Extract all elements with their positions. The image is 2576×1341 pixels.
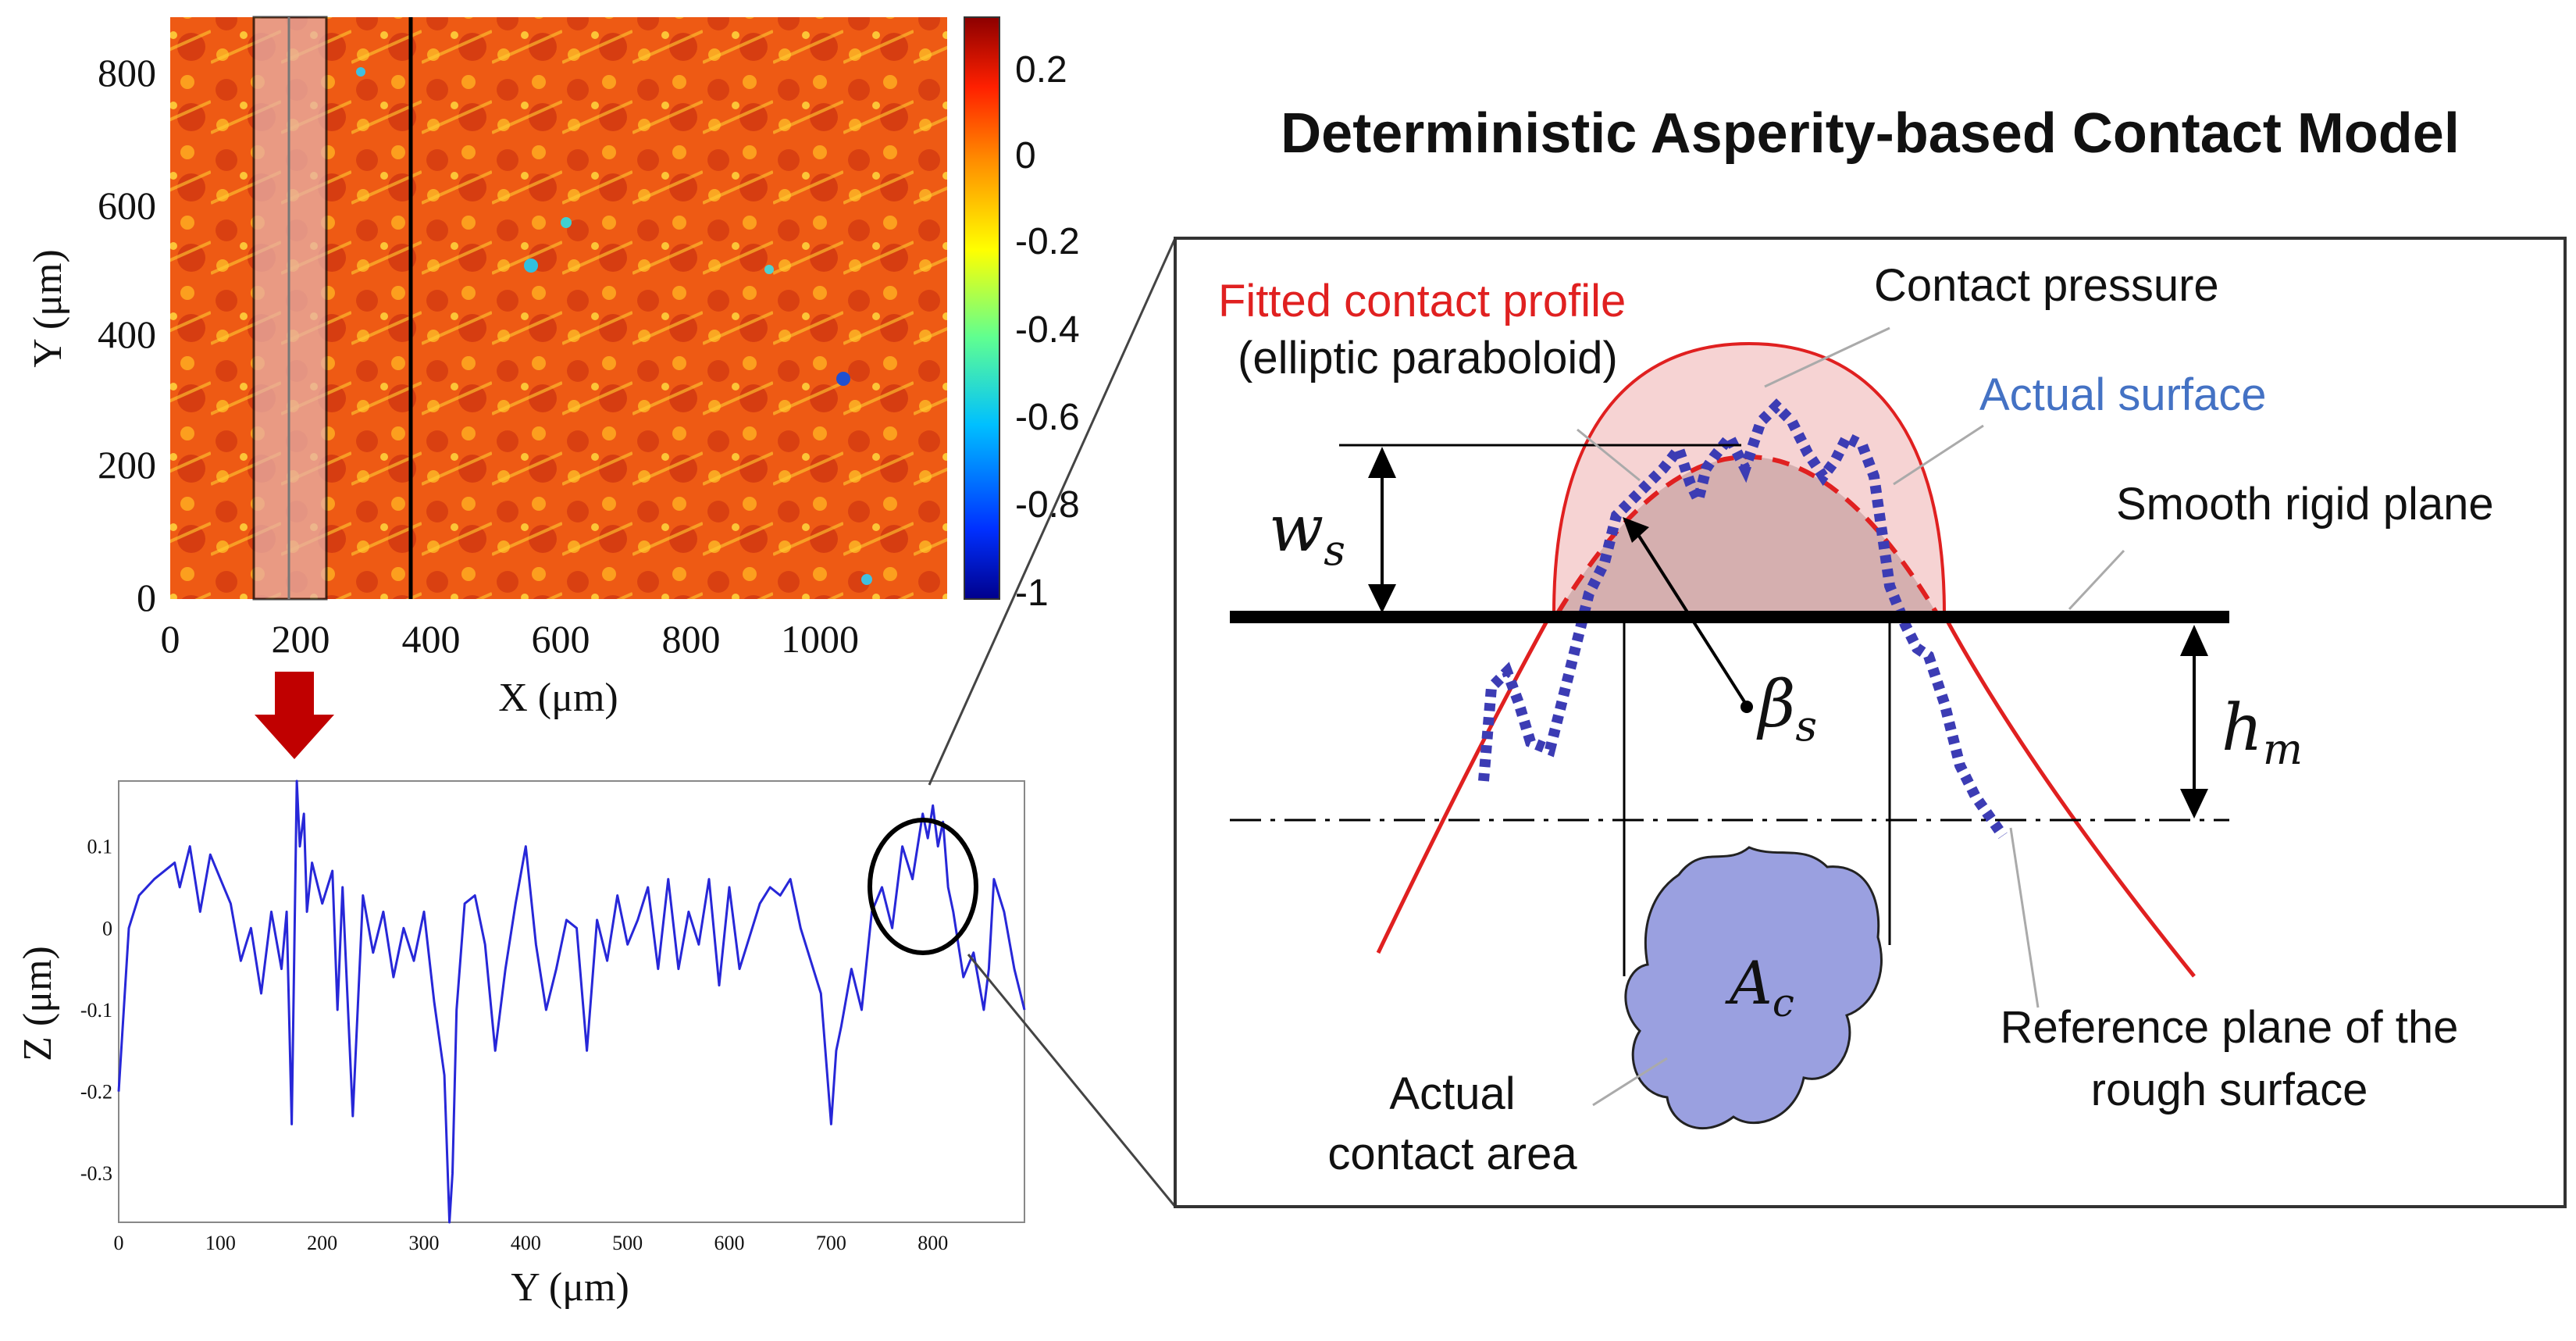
plot-xtick: 0 xyxy=(114,1232,124,1254)
heatmap-xtick: 1000 xyxy=(781,617,859,661)
fitted-profile-curve xyxy=(1376,614,1552,954)
fitted-profile-curve xyxy=(1942,614,2196,978)
leader-contact-area xyxy=(1592,1057,1668,1107)
contact-pressure-label: Contact pressure xyxy=(1874,260,2219,311)
leader-smooth-plane xyxy=(2068,549,2125,611)
plot-xtick: 100 xyxy=(205,1232,236,1254)
heatmap-panel: 800 600 400 200 0 0 200 400 600 800 1000… xyxy=(26,16,1080,720)
zoom-line-bottom xyxy=(967,954,1177,1207)
plot-xtick: 400 xyxy=(511,1232,541,1254)
plot-ytick: -0.2 xyxy=(80,1081,112,1104)
hm-arrow-head-bottom xyxy=(2180,789,2208,819)
colorbar-tick: -0.8 xyxy=(1015,484,1080,526)
hm-symbol: hm xyxy=(2221,691,2303,774)
plot-xlabel: Y (μm) xyxy=(511,1265,629,1310)
diagram-frame xyxy=(1174,237,2567,1208)
contact-area-label-2: contact area xyxy=(1327,1129,1577,1179)
profile-plot: 0 100 200 300 400 500 600 700 800 0.1 0 -0.1 -0.2 -0.… xyxy=(16,779,1026,1310)
fitted-profile-label: Fitted contact profile xyxy=(1218,276,1626,326)
leader-actual-surface xyxy=(1893,424,1984,486)
heatmap-pit xyxy=(524,259,538,273)
plot-xtick: 800 xyxy=(917,1232,948,1254)
heatmap-xlabel: X (μm) xyxy=(498,676,618,720)
contact-area-blob xyxy=(1624,846,1883,1130)
diagram-title: Deterministic Asperity-based Contact Mod… xyxy=(1281,102,2460,165)
fitted-profile-sublabel: (elliptic paraboloid) xyxy=(1238,333,1618,383)
beta-arrow-head xyxy=(1623,517,1649,543)
ws-arrow-head-bottom xyxy=(1368,584,1396,613)
down-arrow-icon xyxy=(255,672,334,759)
beta-dot xyxy=(1740,701,1753,713)
heatmap-xtick: 800 xyxy=(662,617,721,661)
heatmap-pit xyxy=(356,67,365,77)
heatmap-ytick: 400 xyxy=(98,312,156,356)
heatmap-pit xyxy=(836,372,850,386)
colorbar xyxy=(964,16,1000,600)
heatmap-xtick: 400 xyxy=(402,617,461,661)
heatmap-ytick: 200 xyxy=(98,443,156,487)
colorbar-tick: 0.2 xyxy=(1015,49,1067,91)
heatmap-ytick: 800 xyxy=(98,51,156,95)
colorbar-tick: -1 xyxy=(1015,572,1049,614)
contact-area-label-1: Actual xyxy=(1389,1068,1515,1119)
heatmap-xtick: 600 xyxy=(532,617,590,661)
heatmap-xtick: 0 xyxy=(161,617,180,661)
beta-pointer xyxy=(1634,530,1747,704)
heatmap-ytick: 600 xyxy=(98,184,156,227)
ws-symbol: ws xyxy=(1269,492,1345,575)
beta-symbol: βs xyxy=(1756,668,1817,751)
plot-xtick: 300 xyxy=(409,1232,440,1254)
zoom-line-top xyxy=(928,237,1177,786)
highlight-circle xyxy=(868,818,978,955)
leader-contact-pressure xyxy=(1764,326,1890,388)
leader-fitted xyxy=(1577,428,1641,482)
heatmap-pit xyxy=(561,217,572,228)
colorbar-tick: -0.2 xyxy=(1015,221,1080,262)
heatmap-ytick: 0 xyxy=(137,576,156,619)
smooth-plane-label: Smooth rigid plane xyxy=(2116,479,2494,530)
plot-xtick: 600 xyxy=(714,1232,745,1254)
heatmap-pit xyxy=(861,574,872,585)
plot-ytick: -0.3 xyxy=(80,1162,112,1185)
reference-plane-label-2: rough surface xyxy=(2091,1065,2368,1115)
plot-frame xyxy=(118,780,1025,1223)
colorbar-tick: -0.4 xyxy=(1015,309,1080,351)
leader-reference xyxy=(2009,827,2040,1008)
contact-diagram: Fitted contact profile (elliptic parabol… xyxy=(1174,237,2567,1208)
plot-ytick: -0.1 xyxy=(80,999,112,1022)
heatmap-xtick: 200 xyxy=(272,617,330,661)
reference-plane-label-1: Reference plane of the xyxy=(2001,1002,2459,1053)
plot-xtick: 700 xyxy=(816,1232,846,1254)
heatmap-ylabel: Y (μm) xyxy=(26,249,70,368)
plot-ylabel: Z (μm) xyxy=(16,946,60,1061)
plot-ytick: 0 xyxy=(102,917,112,940)
ac-symbol: Ac xyxy=(1725,948,1794,1025)
heatmap-pit xyxy=(764,265,774,274)
plot-ytick: 0.1 xyxy=(87,836,113,858)
plot-xtick: 200 xyxy=(307,1232,337,1254)
plot-xtick: 500 xyxy=(612,1232,643,1254)
colorbar-tick: 0 xyxy=(1015,135,1036,177)
hm-arrow-head-top xyxy=(2180,625,2208,656)
actual-surface-label: Actual surface xyxy=(1979,369,2267,420)
ws-arrow-head-top xyxy=(1368,447,1396,478)
profile-line xyxy=(117,779,1026,1224)
colorbar-tick: -0.6 xyxy=(1015,397,1080,438)
